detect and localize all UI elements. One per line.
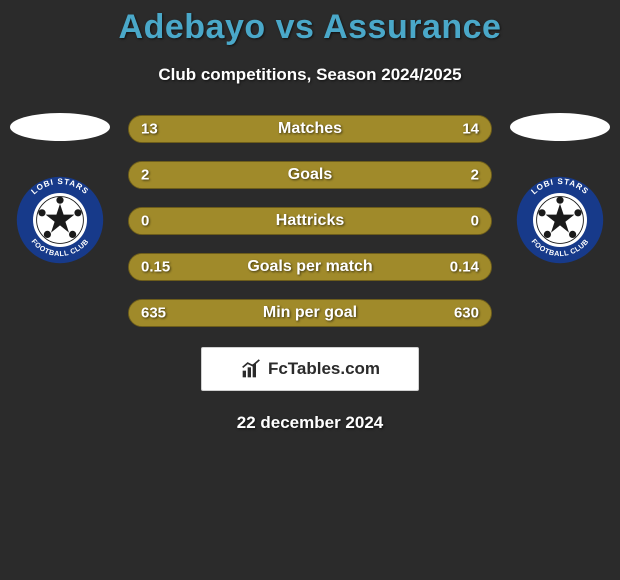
root: Adebayo vs Assurance Club competitions, … [0, 0, 620, 433]
stat-label: Goals per match [247, 258, 372, 276]
stat-label: Min per goal [263, 304, 357, 322]
page-title: Adebayo vs Assurance [0, 0, 620, 47]
stat-row-goals-per-match: 0.15 Goals per match 0.14 [128, 253, 492, 281]
stat-right-value: 630 [454, 305, 479, 322]
stat-right-value: 0.14 [450, 259, 479, 276]
right-country-flag [510, 113, 610, 141]
stat-label: Goals [288, 166, 332, 184]
club-badge-icon: LOBI STARS FOOTBALL CLUB [515, 175, 605, 265]
left-column: LOBI STARS FOOTBALL CLUB [10, 113, 110, 265]
date-text: 22 december 2024 [0, 413, 620, 433]
stat-left-value: 635 [141, 305, 166, 322]
subtitle: Club competitions, Season 2024/2025 [0, 65, 620, 85]
brand-badge[interactable]: FcTables.com [201, 347, 419, 391]
stat-left-value: 0.15 [141, 259, 170, 276]
club-badge-icon: LOBI STARS FOOTBALL CLUB [15, 175, 105, 265]
bar-chart-icon [240, 359, 262, 379]
stat-left-value: 2 [141, 167, 149, 184]
right-column: LOBI STARS FOOTBALL CLUB [510, 113, 610, 265]
stats-column: 13 Matches 14 2 Goals 2 0 Hattricks 0 [128, 113, 492, 327]
stat-row-goals: 2 Goals 2 [128, 161, 492, 189]
stat-left-value: 13 [141, 121, 158, 138]
stat-label: Hattricks [276, 212, 344, 230]
left-club-badge: LOBI STARS FOOTBALL CLUB [15, 175, 105, 265]
stat-fill-right [310, 162, 491, 188]
stat-label: Matches [278, 120, 342, 138]
stat-right-value: 0 [471, 213, 479, 230]
stat-row-hattricks: 0 Hattricks 0 [128, 207, 492, 235]
comparison-body: LOBI STARS FOOTBALL CLUB 13 Matches 14 [0, 113, 620, 327]
stat-row-matches: 13 Matches 14 [128, 115, 492, 143]
stat-right-value: 2 [471, 167, 479, 184]
stat-left-value: 0 [141, 213, 149, 230]
left-country-flag [10, 113, 110, 141]
stat-fill-left [129, 162, 310, 188]
right-club-badge: LOBI STARS FOOTBALL CLUB [515, 175, 605, 265]
stat-right-value: 14 [462, 121, 479, 138]
brand-text: FcTables.com [268, 359, 380, 379]
stat-row-min-per-goal: 635 Min per goal 630 [128, 299, 492, 327]
